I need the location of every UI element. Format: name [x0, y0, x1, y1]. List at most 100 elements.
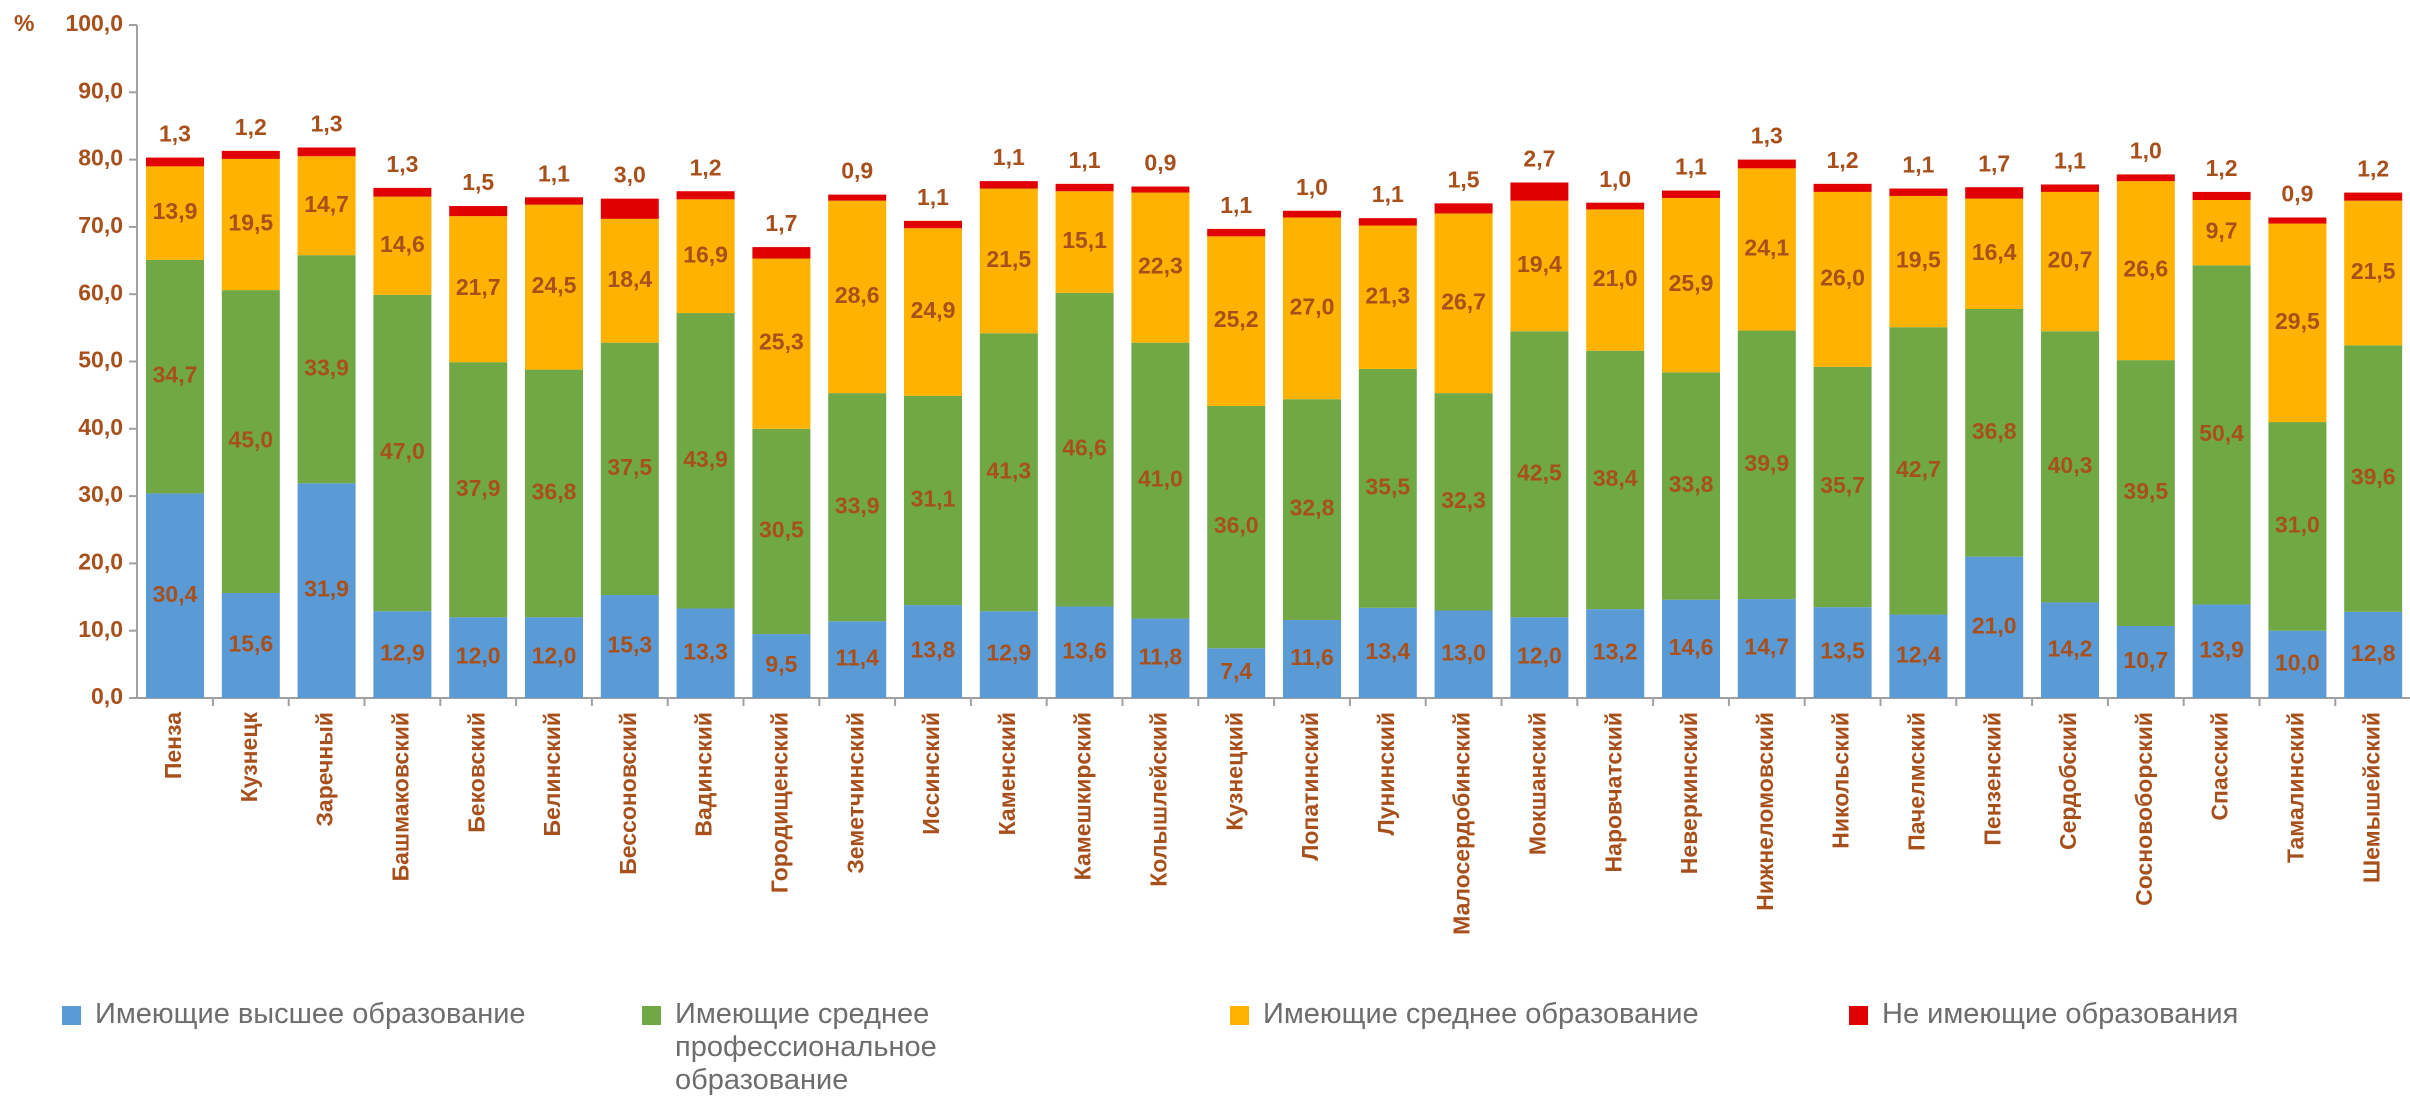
- x-tick-label: Спасский: [2207, 712, 2233, 821]
- bar-segment: [1056, 184, 1114, 191]
- value-label: 26,6: [2123, 256, 2168, 282]
- bar-segment: [2268, 217, 2326, 223]
- y-unit: %: [14, 10, 34, 36]
- legend-item: Имеющие среднее профессиональное образов…: [642, 998, 1202, 1097]
- bar-segment: [1510, 182, 1568, 200]
- value-label: 34,7: [153, 362, 198, 388]
- value-label: 12,8: [2351, 640, 2396, 666]
- value-label: 47,0: [380, 438, 425, 464]
- value-label: 24,1: [1744, 235, 1789, 261]
- value-label: 40,3: [2048, 452, 2093, 478]
- bar-segment: [1131, 187, 1189, 193]
- bar-segment: [298, 147, 356, 156]
- value-label: 12,0: [1517, 643, 1562, 669]
- x-tick-label: Иссинский: [918, 712, 944, 835]
- value-label: 12,0: [532, 643, 577, 669]
- x-tick-label: Тамалинский: [2282, 712, 2308, 863]
- value-label: 21,3: [1365, 282, 1410, 308]
- legend-label: Имеющие высшее образование: [95, 998, 526, 1031]
- legend-swatch: [642, 1006, 661, 1025]
- x-tick-label: Колышлейский: [1145, 712, 1171, 887]
- x-tick-label: Камешкирский: [1070, 712, 1096, 880]
- value-label: 1,2: [2357, 156, 2389, 182]
- value-label: 13,3: [683, 638, 728, 664]
- value-label: 35,7: [1820, 472, 1865, 498]
- legend-swatch: [1230, 1006, 1249, 1025]
- bar-segment: [2193, 192, 2251, 200]
- x-tick-label: Вадинский: [691, 712, 717, 837]
- value-label: 22,3: [1138, 253, 1183, 279]
- x-tick-label: Шемышейский: [2358, 712, 2384, 883]
- value-label: 1,1: [993, 144, 1025, 170]
- value-label: 21,0: [1593, 265, 1638, 291]
- value-label: 3,0: [614, 162, 646, 188]
- y-tick-label: 20,0: [78, 548, 123, 574]
- x-tick-label: Нижнеломовский: [1752, 712, 1778, 911]
- chart: % 0,010,020,030,040,050,060,070,080,090,…: [0, 0, 2410, 990]
- x-tick-label: Пачелмский: [1903, 712, 1929, 851]
- legend-label: Имеющие среднее профессиональное образов…: [675, 998, 1005, 1097]
- value-label: 50,4: [2199, 420, 2244, 446]
- x-tick-label: Кузнецкий: [1221, 712, 1247, 831]
- value-label: 1,2: [2206, 155, 2238, 181]
- bar-segment: [1662, 191, 1720, 198]
- x-tick-label: Каменский: [994, 712, 1020, 835]
- value-label: 27,0: [1290, 293, 1335, 319]
- legend-label: Не имеющие образования: [1882, 998, 2238, 1031]
- value-label: 1,2: [235, 114, 267, 140]
- value-label: 11,8: [1139, 643, 1183, 669]
- value-label: 13,8: [911, 637, 956, 663]
- value-label: 45,0: [228, 427, 273, 453]
- x-tick-label: Белинский: [539, 712, 565, 837]
- bar-segment: [1359, 218, 1417, 225]
- x-tick-label: Сосновоборский: [2131, 712, 2157, 906]
- value-label: 21,5: [2351, 258, 2396, 284]
- value-label: 32,8: [1290, 495, 1335, 521]
- value-label: 19,5: [1896, 247, 1941, 273]
- value-label: 31,9: [304, 576, 349, 602]
- value-label: 9,5: [765, 651, 797, 677]
- x-tick-label: Малосердобинский: [1449, 712, 1475, 935]
- value-label: 10,7: [2123, 647, 2168, 673]
- x-tick-label: Заречный: [312, 712, 338, 827]
- legend-item: Имеющие среднее образование: [1230, 998, 1790, 1031]
- bar-segment: [1207, 229, 1265, 236]
- bar-segment: [146, 158, 204, 167]
- value-label: 16,4: [1972, 239, 2017, 265]
- value-label: 29,5: [2275, 308, 2320, 334]
- y-tick-label: 0,0: [91, 683, 123, 709]
- value-label: 30,5: [759, 517, 804, 543]
- value-label: 13,9: [153, 198, 198, 224]
- value-label: 46,6: [1062, 435, 1107, 461]
- value-label: 9,7: [2206, 218, 2238, 244]
- value-label: 21,5: [986, 246, 1031, 272]
- value-label: 30,4: [153, 581, 198, 607]
- x-tick-label: Кузнецк: [236, 712, 262, 803]
- value-label: 1,2: [1827, 147, 1859, 173]
- y-tick-label: 40,0: [78, 414, 123, 440]
- bar-segment: [2041, 185, 2099, 192]
- bar-segment: [1738, 160, 1796, 169]
- value-label: 12,0: [456, 643, 501, 669]
- bar-segment: [449, 206, 507, 216]
- value-label: 39,9: [1744, 450, 1789, 476]
- x-tick-label: Сердобский: [2055, 712, 2081, 850]
- x-tick-label: Пенза: [160, 712, 186, 779]
- value-label: 24,9: [911, 297, 956, 323]
- value-label: 1,1: [1220, 192, 1252, 218]
- value-label: 1,3: [311, 111, 343, 137]
- value-label: 15,6: [228, 631, 273, 657]
- value-label: 1,1: [538, 160, 570, 186]
- value-label: 36,8: [532, 478, 577, 504]
- x-tick-label: Лопатинский: [1297, 712, 1323, 861]
- value-label: 1,0: [2130, 137, 2162, 163]
- x-tick-label: Никольский: [1828, 712, 1854, 849]
- bar-segment: [752, 247, 810, 258]
- bar-segment: [373, 188, 431, 197]
- value-label: 14,6: [1669, 634, 1714, 660]
- value-label: 18,4: [607, 266, 652, 292]
- bar-segment: [1965, 187, 2023, 198]
- bar-segment: [980, 181, 1038, 188]
- x-tick-label: Пензенский: [1979, 712, 2005, 846]
- value-label: 36,8: [1972, 418, 2017, 444]
